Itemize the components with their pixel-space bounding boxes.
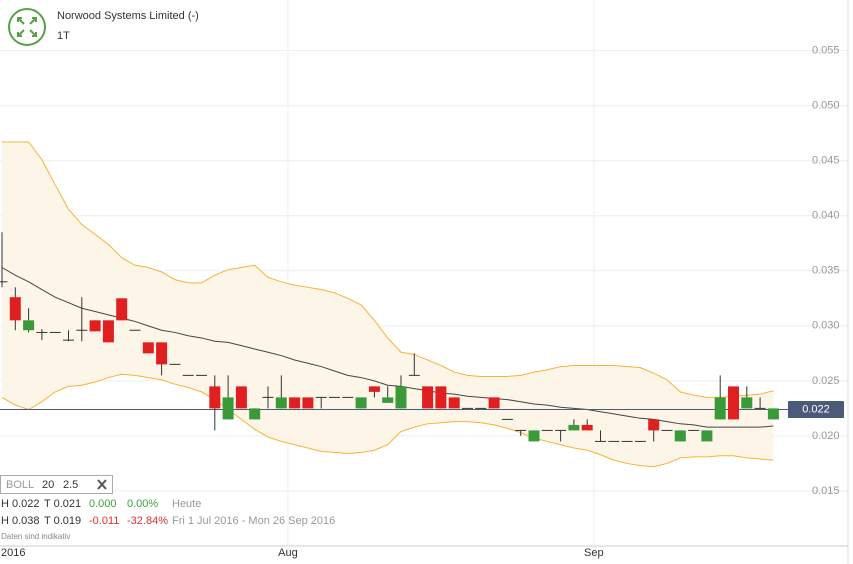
candle-body	[528, 430, 540, 442]
stat-change: -0.011	[89, 515, 119, 527]
candle-body	[209, 386, 221, 409]
remove-indicator[interactable]	[97, 479, 107, 490]
candle-body	[156, 342, 168, 365]
candle-body	[116, 298, 128, 321]
period: 1T	[57, 30, 70, 42]
expand-arrows	[17, 17, 37, 37]
x-tick-label: Sep	[584, 547, 604, 559]
candle-body	[89, 320, 101, 332]
stat-high: H 0.022	[1, 498, 40, 510]
candle-body	[488, 397, 500, 409]
stats: H 0.022 T 0.021 0.000 0.00% Heute H 0.03…	[1, 498, 335, 541]
stat-low: T 0.019	[44, 515, 81, 527]
candle-body	[289, 397, 301, 409]
candle-body	[235, 386, 247, 409]
y-tick-label: 0.055	[812, 45, 840, 57]
candle-body	[142, 342, 154, 354]
indicator-name: BOLL	[6, 479, 34, 491]
candle-body	[568, 424, 580, 431]
candle-body	[249, 408, 261, 420]
band-lower	[1, 373, 774, 468]
y-tick-label: 0.040	[812, 210, 840, 222]
stat-high: H 0.038	[1, 515, 40, 527]
indicator-width: 2.5	[63, 479, 78, 491]
y-tick-label: 0.035	[812, 265, 840, 277]
candle-body	[581, 424, 593, 431]
y-tick-label: 0.020	[812, 430, 840, 442]
x-tick-label: Aug	[278, 547, 298, 559]
y-tick-label: 0.050	[812, 100, 840, 112]
candle-body	[302, 397, 314, 409]
candle-body	[435, 386, 447, 409]
header: Norwood Systems Limited (-) 1T	[8, 8, 199, 46]
band-fill	[2, 142, 774, 467]
candle-body	[767, 408, 779, 420]
stat-change: 0.000	[89, 498, 117, 510]
candle-body	[23, 320, 35, 331]
stat-change-pct: 0.00%	[127, 498, 158, 510]
candle-body	[741, 397, 753, 409]
candle-body	[728, 386, 739, 420]
candle-body	[368, 386, 380, 392]
candle-body	[714, 397, 726, 420]
indicator-frame	[0, 475, 113, 494]
candle-body	[701, 430, 713, 442]
band-upper	[2, 141, 774, 398]
candle-body	[222, 397, 234, 420]
last-price-tag	[788, 401, 844, 418]
stat-range: Heute	[172, 498, 201, 510]
disclaimer: Daten sind indikativ	[1, 532, 70, 541]
candle-body	[648, 419, 660, 431]
candle-body	[382, 397, 394, 403]
stat-range: Fri 1 Jul 2016 - Mon 26 Sep 2016	[172, 515, 335, 527]
candle-body	[9, 297, 21, 321]
stat-low: T 0.021	[44, 498, 81, 510]
last-price-label: 0.022	[802, 403, 830, 415]
instrument-title: Norwood Systems Limited (-)	[57, 10, 199, 22]
stat-change-pct: -32.84%	[127, 515, 168, 527]
y-tick-label: 0.030	[812, 320, 840, 332]
candle-body	[395, 386, 407, 409]
expand-icon[interactable]	[8, 8, 46, 46]
band-middle	[1, 267, 774, 428]
candle-body	[448, 397, 460, 409]
x-tick-label: 2016	[1, 547, 25, 559]
y-tick-label: 0.025	[812, 375, 840, 387]
indicator-box: BOLL 20 2.5	[0, 475, 113, 494]
y-tick-label: 0.015	[812, 485, 840, 497]
indicator-period: 20	[42, 479, 54, 491]
candle-body	[422, 386, 434, 409]
candle-body	[275, 397, 287, 409]
candle-body	[102, 320, 114, 343]
candle-body	[355, 397, 367, 409]
y-tick-label: 0.045	[812, 155, 840, 167]
candle-body	[674, 430, 686, 442]
